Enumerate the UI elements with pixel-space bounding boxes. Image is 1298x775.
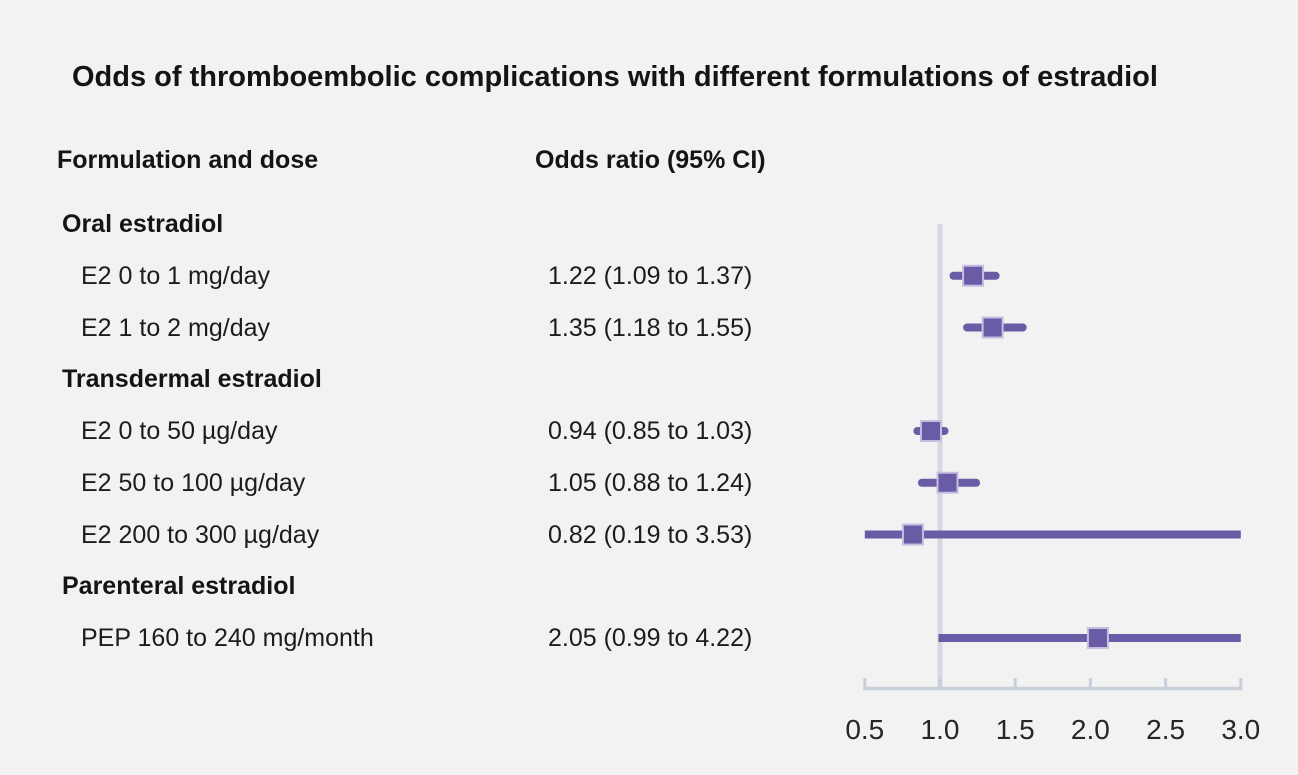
chart-title: Odds of thromboembolic complications wit… (72, 61, 1158, 93)
x-tick-label: 1.5 (996, 714, 1035, 745)
row-odds-ratio-value: 1.22 (1.09 to 1.37) (548, 261, 753, 290)
x-tick-label: 2.5 (1146, 714, 1185, 745)
or-marker (936, 471, 959, 494)
row-label: E2 0 to 1 mg/day (81, 261, 271, 290)
row-odds-ratio-value: 2.05 (0.99 to 4.22) (548, 624, 753, 652)
row-label: E2 0 to 50 µg/day (81, 417, 278, 445)
row-odds-ratio-value: 1.35 (1.18 to 1.55) (548, 313, 753, 342)
row-label: E2 200 to 300 µg/day (81, 520, 320, 549)
row-label: PEP 160 to 240 mg/month (81, 624, 374, 652)
row-odds-ratio-value: 0.94 (0.85 to 1.03) (548, 417, 753, 445)
group-header: Oral estradiol (62, 210, 224, 238)
or-marker (901, 523, 924, 546)
row-label: E2 50 to 100 µg/day (81, 468, 306, 497)
x-tick-label: 0.5 (845, 714, 884, 745)
group-header: Transdermal estradiol (62, 365, 322, 394)
row-odds-ratio-value: 1.05 (0.88 to 1.24) (548, 468, 753, 497)
column-header-odds-ratio: Odds ratio (95% CI) (535, 146, 766, 174)
row-odds-ratio-value: 0.82 (0.19 to 3.53) (548, 520, 753, 549)
row-label: E2 1 to 2 mg/day (81, 313, 271, 342)
column-header-formulation: Formulation and dose (57, 146, 319, 174)
or-marker (919, 420, 942, 442)
group-header: Parenteral estradiol (62, 572, 296, 601)
or-marker (962, 264, 985, 287)
x-tick-label: 2.0 (1071, 714, 1110, 745)
x-tick-label: 1.0 (921, 714, 960, 745)
x-tick-label: 3.0 (1221, 714, 1260, 745)
or-marker (981, 316, 1004, 339)
or-marker (1086, 627, 1109, 649)
